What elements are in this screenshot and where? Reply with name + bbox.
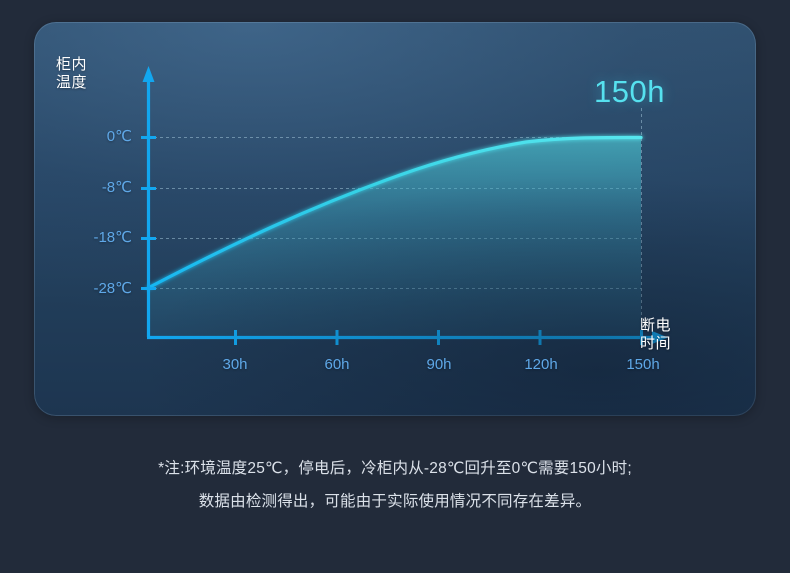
chart-caption: *注:环境温度25℃，停电后，冷柜内从-28℃回升至0℃需要150小时; 数据由… (0, 452, 790, 518)
y-tick-label-minus-8c: -8℃ (101, 179, 132, 196)
x-axis-title: 断电 时间 (640, 317, 671, 353)
x-tick-label-90h: 90h (426, 356, 452, 373)
x-axis-arrow (652, 331, 668, 344)
x-tick-label-120h: 120h (524, 356, 558, 373)
x-axis-title-line-1: 断电 (640, 317, 672, 334)
caption-line-1: *注:环境温度25℃，停电后，冷柜内从-28℃回升至0℃需要150小时; (158, 460, 632, 477)
y-axis-title-line-1: 柜内 (56, 56, 88, 73)
temperature-curve (146, 135, 643, 290)
y-axis-title-line-2: 温度 (56, 74, 88, 91)
x-axis (147, 331, 668, 344)
y-tick-label-0c: 0℃ (106, 128, 132, 145)
y-axis-ticks (141, 136, 156, 290)
y-axis-arrow (142, 66, 155, 82)
y-axis (142, 66, 155, 337)
caption-line-2: 数据由检测得出，可能由于实际使用情况不同存在差异。 (198, 493, 592, 510)
y-tick-label-minus-18c: -18℃ (93, 229, 132, 246)
y-tick-label-minus-28c: -28℃ (93, 280, 132, 297)
x-axis-ticks (234, 330, 643, 345)
temperature-area-fill (148, 137, 641, 337)
y-axis-title: 柜内 温度 (56, 56, 87, 92)
temperature-rise-chart (141, 66, 668, 345)
x-tick-label-30h: 30h (222, 356, 248, 373)
x-tick-label-150h: 150h (626, 356, 660, 373)
x-tick-label-60h: 60h (324, 356, 350, 373)
temperature-chart-panel (34, 22, 756, 416)
x-axis-title-line-2: 时间 (640, 335, 672, 352)
peak-value-label: 150h (594, 74, 665, 109)
